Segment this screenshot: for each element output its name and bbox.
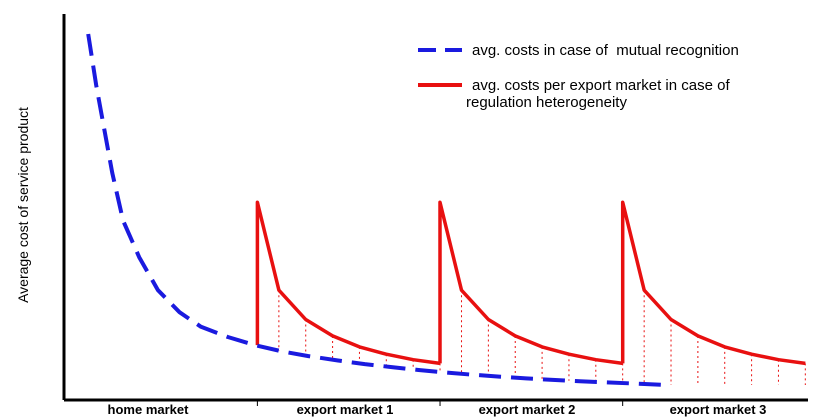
heterogeneity-series-market-1 xyxy=(255,200,441,366)
x-tick-label-home-market: home market xyxy=(108,402,190,417)
legend: avg. costs in case of mutual recognition… xyxy=(418,42,739,111)
legend-label-heterogeneity-line2: regulation heterogeneity xyxy=(466,94,627,111)
y-axis-label: Average cost of service product xyxy=(15,107,31,303)
legend-label-heterogeneity-line1: avg. costs per export market in case of xyxy=(472,77,730,94)
plot-area xyxy=(62,14,808,406)
heterogeneity-series-market-3 xyxy=(620,200,806,366)
heterogeneity-series-market-2 xyxy=(438,200,623,366)
mutual-recognition-series xyxy=(86,33,666,387)
x-tick-label-export-market-1: export market 1 xyxy=(297,402,394,417)
x-tick-label-export-market-3: export market 3 xyxy=(670,402,767,417)
x-axis-labels: home market export market 1 export marke… xyxy=(108,402,767,417)
legend-label-mutual: avg. costs in case of mutual recognition xyxy=(472,42,739,59)
x-tick-label-export-market-2: export market 2 xyxy=(479,402,576,417)
